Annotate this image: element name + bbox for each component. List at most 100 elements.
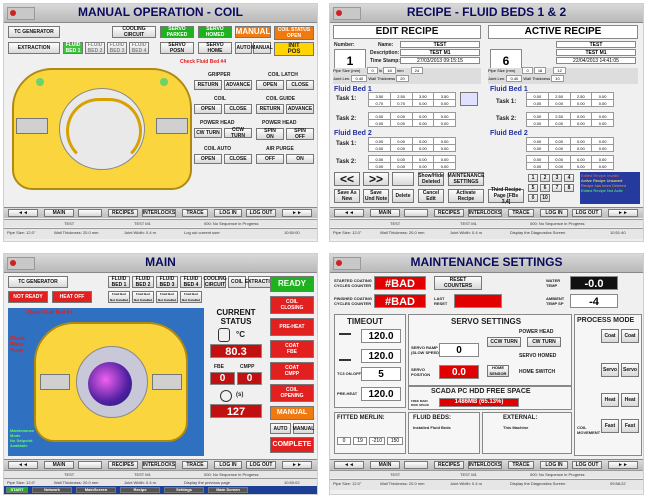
servo-off-button[interactable]: Servo [621,363,639,377]
spin-on-button[interactable]: SPIN ON [256,128,284,140]
next-page-button[interactable]: ►► [608,461,638,469]
value-cell[interactable]: 0.00 [368,119,391,127]
fluid-bed-2-button[interactable]: FLUID BED 2 [85,42,105,54]
alarm-icon[interactable] [404,461,428,469]
timeout-value-4[interactable]: 120.0 [361,387,401,401]
log-in-button[interactable]: LOG IN [214,461,242,469]
start-button[interactable]: START [6,487,28,493]
value-cell[interactable]: 0.00 [433,155,456,163]
taskbar-item[interactable]: Network [32,487,72,493]
coat-on-button[interactable]: Coat [601,329,619,343]
interlocks-button[interactable]: INTERLOCKS [468,209,502,217]
auto-button[interactable]: AUTO [270,423,291,434]
servo-on-button[interactable]: Servo [601,363,619,377]
value-cell[interactable]: 0.00 [368,155,391,163]
servo-position-button[interactable]: SERVO POSN [160,42,194,54]
save-undo-button[interactable]: Save Und Note [363,189,389,203]
value-cell[interactable]: 0.00 [411,99,435,107]
alarm-icon[interactable] [404,209,428,217]
reset-counters-button[interactable]: RESET COUNTERS [434,276,482,290]
value-cell[interactable]: 3.50 [411,92,435,100]
value-cell[interactable]: 0.00 [433,144,456,152]
recipes-button[interactable]: RECIPES [434,461,464,469]
trace-button[interactable]: TRACE [182,209,208,217]
heat-on-button[interactable]: Heat [601,393,619,407]
value-cell[interactable]: 0.00 [411,162,435,170]
value-cell[interactable]: 0.00 [368,144,391,152]
page-8-button[interactable]: 8 [564,184,574,192]
value-cell[interactable]: 3.50 [433,92,456,100]
cw-turn-button[interactable]: CW TURN [527,337,561,347]
page-range-start[interactable]: 0 [528,194,538,202]
ambient-temp-value[interactable]: -4 [570,294,618,308]
page-6-button[interactable]: 6 [540,184,550,192]
next-page-button[interactable]: ►► [282,461,312,469]
value-cell[interactable]: 0.00 [411,155,435,163]
pipe-size-in[interactable]: 0 [367,67,378,74]
prev-page-button[interactable]: ◄◄ [334,209,364,217]
value-cell[interactable]: 0.70 [389,99,413,107]
next-page-button[interactable]: ►► [282,209,312,217]
fluid-bed-2-button[interactable]: FLUID BED 2 [132,276,154,288]
next-recipe-button[interactable]: >> [363,172,389,186]
value-cell[interactable]: 3.50 [368,92,391,100]
wall-thickness[interactable]: 20 [396,75,409,82]
coat-off-button[interactable]: Coat [621,329,639,343]
fluid-bed-1-button[interactable]: FLUID BED 1 [63,42,83,54]
fluid-bed-4-button[interactable]: FLUID BED 4 [180,276,202,288]
value-cell[interactable]: 0.00 [411,119,435,127]
value-cell[interactable]: 0.70 [368,99,391,107]
interlocks-button[interactable]: INTERLOCKS [468,461,502,469]
taskbar-item[interactable]: Main Screen [208,487,248,493]
taskbar-item[interactable]: MainScreen [76,487,116,493]
page-4-button[interactable]: 4 [564,174,574,182]
merlin-value[interactable]: 19 [353,437,367,445]
main-button[interactable]: MAIN [44,461,74,469]
coil-latch-open-button[interactable]: OPEN [256,80,284,90]
value-cell[interactable]: 0.00 [433,99,456,107]
main-button[interactable]: MAIN [370,461,400,469]
edit-recipe-description[interactable]: TEST M1 [400,49,480,56]
log-in-button[interactable]: LOG IN [540,461,568,469]
recipes-button[interactable]: RECIPES [434,209,464,217]
page-3-button[interactable]: 3 [552,174,562,182]
coil-guide-return-button[interactable]: RETURN [256,104,284,114]
delete-button[interactable]: Delete [392,189,414,203]
pipe-size-mm[interactable]: 18 [383,67,396,74]
value-cell[interactable]: 0.00 [433,119,456,127]
value-cell[interactable]: 0.00 [411,137,435,145]
extraction-button[interactable]: EXTRACTION [8,42,60,54]
fluid-bed-4-button[interactable]: FLUID BED 4 [129,42,149,54]
show-hide-deleted-button[interactable]: Show/Hide Deleted [418,172,444,186]
spin-off-button[interactable]: SPIN OFF [286,128,314,140]
tc-generator-button[interactable]: TC GENERATOR [8,276,68,288]
value-cell[interactable]: 0.00 [389,137,413,145]
log-in-button[interactable]: LOG IN [540,209,568,217]
search-recipe-icon[interactable] [392,172,414,186]
page-5-button[interactable]: 5 [528,184,538,192]
trace-button[interactable]: TRACE [182,461,208,469]
gripper-advance-button[interactable]: ADVANCE [224,80,252,90]
value-cell[interactable]: 0.00 [389,112,413,120]
interlocks-button[interactable]: INTERLOCKS [142,209,176,217]
fluid-bed-1-button[interactable]: FLUID BED 1 [108,276,130,288]
coil-guide-advance-button[interactable]: ADVANCE [286,104,314,114]
save-as-new-button[interactable]: Save As New [334,189,360,203]
servo-home-button[interactable]: SERVO HOME [198,42,232,54]
value-cell[interactable]: 0.00 [389,119,413,127]
air-purge-off-button[interactable]: OFF [256,154,284,164]
fluid-bed-3-button[interactable]: FLUID BED 3 [107,42,127,54]
edit-recipe-name[interactable]: TEST [400,41,480,48]
home-sensor-button[interactable]: HOME SENSOR [487,365,509,377]
log-out-button[interactable]: LOG OUT [572,461,602,469]
prev-page-button[interactable]: ◄◄ [334,461,364,469]
cooling-circuit-button[interactable]: COOLING CIRCUIT [203,276,227,288]
pipe-size-in-2[interactable]: 24 [410,67,424,74]
alarm-icon[interactable] [78,209,102,217]
value-cell[interactable]: 0.00 [411,144,435,152]
coil-auto-close-button[interactable]: CLOSE [224,154,252,164]
merlin-value[interactable]: 0 [337,437,351,445]
air-purge-on-button[interactable]: ON [286,154,314,164]
auto-mode-button[interactable]: AUTO [235,42,252,54]
power-head-cw-button[interactable]: CW TURN [194,128,222,138]
